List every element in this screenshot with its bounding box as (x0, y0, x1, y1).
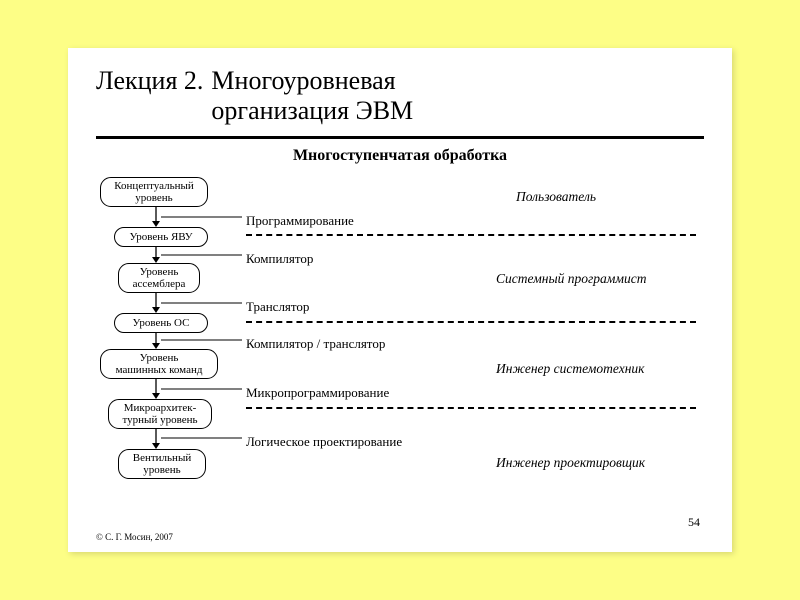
process-label: Программирование (246, 213, 354, 229)
level-node: Уровень ЯВУ (114, 227, 208, 247)
role-label: Инженер проектировщик (496, 455, 645, 471)
down-arrow-icon (151, 247, 161, 263)
role-label: Системный программист (496, 271, 646, 287)
title-line-1: Многоуровневая (211, 66, 395, 95)
down-arrow-icon (151, 207, 161, 227)
process-label: Микропрограммирование (246, 385, 389, 401)
levels-diagram: Концептуальныйуровень Уровень ЯВУ Уровеньа… (96, 171, 704, 511)
level-node: Концептуальныйуровень (100, 177, 208, 207)
copyright-footer: © С. Г. Мосин, 2007 (96, 532, 173, 542)
title-rule (96, 136, 704, 139)
role-label: Пользователь (516, 189, 596, 205)
title-line-2: организация ЭВМ (211, 96, 413, 125)
connector-line (161, 339, 242, 341)
process-label: Транслятор (246, 299, 309, 315)
level-node: Уровеньассемблера (118, 263, 200, 293)
connector-line (161, 254, 242, 256)
role-label: Инженер системотехник (496, 361, 644, 377)
page-number: 54 (688, 515, 700, 530)
role-divider (246, 234, 696, 236)
level-node: Уровень ОС (114, 313, 208, 333)
slide: Лекция 2. Многоуровневая организация ЭВМ… (68, 48, 732, 552)
down-arrow-icon (151, 379, 161, 399)
process-label: Компилятор / транслятор (246, 336, 385, 352)
level-node: Уровеньмашинных команд (100, 349, 218, 379)
process-label: Логическое проектирование (246, 434, 402, 450)
connector-line (161, 302, 242, 304)
lecture-prefix: Лекция 2. (96, 66, 203, 96)
connector-line (161, 388, 242, 390)
down-arrow-icon (151, 293, 161, 313)
level-node: Вентильныйуровень (118, 449, 206, 479)
role-divider (246, 407, 696, 409)
process-label: Компилятор (246, 251, 313, 267)
down-arrow-icon (151, 333, 161, 349)
role-divider (246, 321, 696, 323)
connector-line (161, 216, 242, 218)
slide-title-row: Лекция 2. Многоуровневая организация ЭВМ (96, 66, 704, 126)
down-arrow-icon (151, 429, 161, 449)
slide-title: Многоуровневая организация ЭВМ (211, 66, 413, 126)
subtitle: Многоступенчатая обработка (96, 147, 704, 165)
level-node: Микроархитек-турный уровень (108, 399, 212, 429)
connector-line (161, 437, 242, 439)
